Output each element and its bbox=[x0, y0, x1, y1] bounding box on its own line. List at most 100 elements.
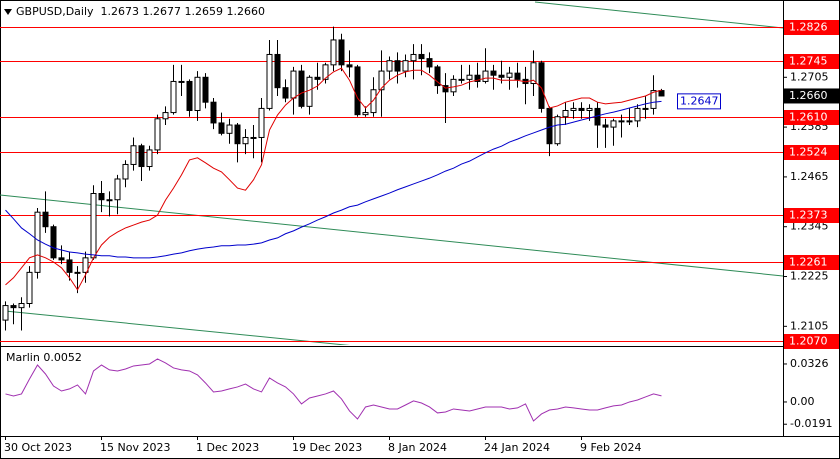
candle-body bbox=[466, 74, 473, 80]
candle-body bbox=[130, 145, 137, 165]
osc-y-tick-label: 0.00 bbox=[790, 395, 815, 408]
candle-body bbox=[530, 62, 537, 85]
candle-body bbox=[26, 271, 33, 304]
candle-body bbox=[498, 74, 505, 78]
oscillator-line bbox=[5, 358, 662, 422]
candle-body bbox=[562, 109, 569, 118]
trendline bbox=[4, 310, 351, 345]
level-label: 1.2524 bbox=[789, 146, 828, 159]
candle-body bbox=[162, 112, 169, 120]
candle-body bbox=[306, 76, 313, 107]
candle-body bbox=[274, 53, 281, 89]
candle-body bbox=[490, 70, 497, 76]
candle-body bbox=[18, 302, 25, 309]
x-tick-label: 24 Jan 2024 bbox=[484, 441, 550, 454]
candle-body bbox=[634, 107, 641, 122]
candle-body bbox=[2, 305, 9, 321]
candle-body bbox=[506, 72, 513, 78]
candle-body bbox=[330, 39, 337, 66]
candle-body bbox=[586, 107, 593, 111]
level-label-box bbox=[784, 145, 839, 160]
candle-body bbox=[90, 193, 97, 259]
candle-body bbox=[98, 193, 105, 201]
moving-average bbox=[5, 100, 662, 259]
candle-body bbox=[314, 76, 321, 80]
candle-body bbox=[378, 70, 385, 91]
osc-y-tick-label: 0.0326 bbox=[790, 357, 829, 370]
x-tick-label: 30 Oct 2023 bbox=[4, 441, 72, 454]
candle-body bbox=[234, 124, 241, 145]
candle-body bbox=[82, 257, 89, 273]
candle-body bbox=[426, 58, 433, 68]
x-tick-label: 8 Jan 2024 bbox=[388, 441, 447, 454]
candle-body bbox=[258, 107, 265, 138]
level-label-box bbox=[784, 255, 839, 270]
candle-body bbox=[642, 107, 649, 110]
moving-average bbox=[5, 67, 662, 291]
level-label: 1.2610 bbox=[789, 111, 828, 124]
candle-body bbox=[146, 149, 153, 168]
trendline bbox=[534, 1, 783, 29]
x-tick-label: 15 Nov 2023 bbox=[100, 441, 170, 454]
level-label: 1.2826 bbox=[789, 21, 828, 34]
level-label: 1.2070 bbox=[789, 335, 828, 348]
candle-body bbox=[114, 178, 121, 201]
candle-body bbox=[106, 199, 113, 202]
oscillator-title: Marlin 0.0052 bbox=[6, 351, 82, 364]
level-label: 1.2745 bbox=[789, 55, 828, 68]
level-label-box bbox=[784, 20, 839, 35]
candle-body bbox=[210, 101, 217, 124]
candle-body bbox=[626, 120, 633, 123]
candle-body bbox=[250, 136, 257, 139]
candle-body bbox=[50, 226, 57, 259]
candle-body bbox=[346, 64, 353, 68]
y-tick-label: 1.2105 bbox=[790, 319, 829, 332]
candle-body bbox=[546, 107, 553, 145]
x-tick-label: 1 Dec 2023 bbox=[196, 441, 259, 454]
level-label-box bbox=[784, 334, 839, 349]
candle-body bbox=[266, 53, 273, 109]
osc-y-tick-label: -0.0191 bbox=[790, 417, 832, 430]
candle-body bbox=[322, 64, 329, 80]
candle-body bbox=[74, 271, 81, 274]
candle-body bbox=[226, 124, 233, 134]
candle-body bbox=[122, 163, 129, 180]
candle-body bbox=[298, 70, 305, 107]
candle-body bbox=[658, 90, 665, 97]
y-tick-label: 1.2225 bbox=[790, 270, 829, 283]
candle-body bbox=[194, 76, 201, 111]
candle-body bbox=[450, 78, 457, 93]
candle-body bbox=[242, 136, 249, 145]
candle-body bbox=[282, 87, 289, 99]
candle-body bbox=[370, 89, 377, 114]
candle-body bbox=[186, 80, 193, 111]
candle-body bbox=[538, 62, 545, 109]
candle-body bbox=[482, 70, 489, 82]
ma-label-box bbox=[677, 93, 721, 110]
candle-body bbox=[570, 107, 577, 111]
x-tick-label: 9 Feb 2024 bbox=[580, 441, 641, 454]
level-label: 1.2373 bbox=[789, 209, 828, 222]
candle-body bbox=[650, 90, 657, 109]
last-price-label: 1.2660 bbox=[789, 89, 828, 102]
candle-body bbox=[458, 78, 465, 81]
candle-body bbox=[354, 66, 361, 116]
candle-body bbox=[602, 124, 609, 128]
candle-body bbox=[58, 257, 65, 261]
candle-body bbox=[514, 72, 521, 80]
candle-body bbox=[154, 118, 161, 151]
candle-body bbox=[418, 53, 425, 60]
level-label-box bbox=[784, 208, 839, 223]
candle-body bbox=[290, 70, 297, 99]
candle-body bbox=[386, 60, 393, 72]
level-label: 1.2261 bbox=[789, 256, 828, 269]
candle-body bbox=[178, 80, 185, 83]
candle-body bbox=[202, 76, 209, 103]
candle-body bbox=[218, 122, 225, 134]
x-tick-label: 19 Dec 2023 bbox=[292, 441, 362, 454]
candle-body bbox=[66, 259, 73, 273]
candle-body bbox=[170, 80, 177, 114]
candle-body bbox=[474, 74, 481, 82]
